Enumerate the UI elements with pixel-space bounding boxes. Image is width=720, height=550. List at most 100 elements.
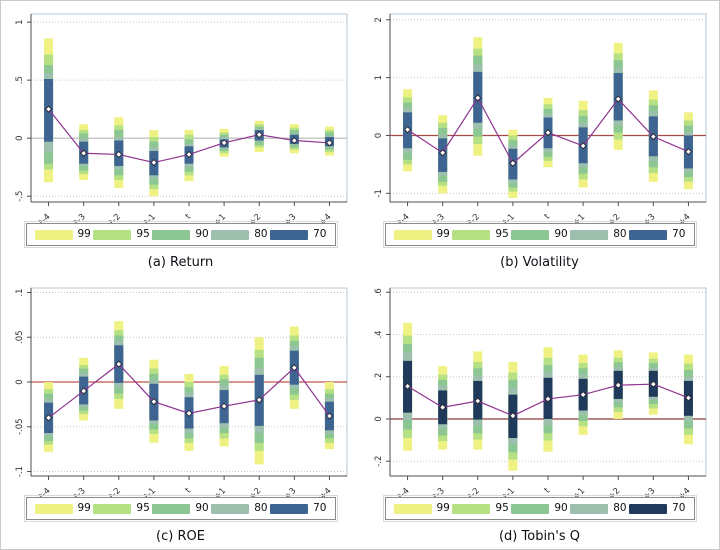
point-marker: [255, 130, 263, 139]
x-tick-label: t-1: [143, 212, 158, 223]
legend-volatility: 99 95 90 80 70: [382, 221, 697, 248]
legend-item-70: 70: [270, 502, 327, 515]
legend-swatch-90: [152, 503, 191, 514]
legend-item-95: 95: [93, 503, 150, 514]
legend-swatch-90: [511, 503, 550, 514]
x-tick-label: t+1: [210, 486, 228, 497]
x-tick-label: t: [543, 486, 553, 496]
legend-item-80: 80: [211, 502, 268, 515]
legend-swatch-90: [511, 229, 550, 240]
x-tick-label: t+2: [604, 212, 622, 223]
point-marker: [79, 387, 88, 395]
point-marker: [290, 136, 299, 145]
point-marker: [509, 159, 517, 167]
legend-label: 80: [254, 228, 268, 241]
point-marker: [325, 139, 334, 147]
y-tick-label: -.1: [15, 466, 25, 477]
point-marker: [44, 105, 53, 113]
legend-label: 80: [254, 502, 268, 515]
point-marker: [325, 412, 334, 420]
legend-item-90: 90: [152, 228, 209, 241]
x-tick-label: t-2: [107, 486, 122, 497]
x-tick-label: t+4: [315, 212, 333, 223]
point-marker: [220, 402, 228, 410]
legend-swatch-70: [629, 503, 668, 514]
y-tick-label: 1: [15, 19, 25, 24]
legend-label: 70: [313, 228, 327, 241]
chart-volatility: 2 1 0 -1 t-4 t-3 t-2 t-1 t t+1 t+2 t+3 t+4: [374, 13, 707, 223]
point-marker: [255, 396, 263, 404]
chart-roe: .1 .05 0 -.05 -.1 t-4 t-3 t-2 t-1 t t+1 t+2 t+3 t+4: [15, 287, 348, 497]
y-tick-label: -.05: [15, 418, 25, 435]
y-tick-label: 0: [15, 135, 25, 140]
x-tick-label: t-3: [72, 486, 87, 497]
point-marker: [150, 158, 158, 167]
legend-label: 90: [195, 228, 209, 241]
point-marker: [649, 132, 658, 141]
x-tick-label: t-3: [431, 486, 446, 497]
legend-label: 70: [672, 502, 686, 515]
x-tick-label: t: [543, 212, 553, 222]
x-tick-label: t-4: [37, 486, 52, 497]
point-marker: [579, 390, 587, 399]
y-tick-label: .6: [374, 288, 384, 296]
point-marker: [544, 395, 552, 403]
point-marker: [614, 381, 622, 389]
legend-tobins-q: 99 95 90 80 70: [382, 495, 697, 522]
legend-swatch-95: [93, 229, 132, 240]
legend-label: 99: [77, 228, 91, 241]
x-tick-label: t+1: [569, 212, 587, 223]
caption-volatility: (b) Volatility: [500, 255, 579, 270]
legend-item-95: 95: [93, 229, 150, 240]
chart-return: 1 .5 0 -.5 t-4 t-3 t-2 t-1 t t+1 t+2 t+3 t+4: [15, 13, 348, 223]
point-marker: [44, 414, 53, 422]
y-tick-label: -.2: [374, 456, 384, 467]
legend-label: 70: [313, 502, 327, 515]
point-marker: [290, 363, 299, 372]
point-marker: [185, 409, 193, 418]
legend-item-80: 80: [570, 229, 627, 240]
legend-label: 80: [613, 502, 627, 515]
legend-item-90: 90: [511, 503, 568, 514]
y-tick-label: -.5: [15, 191, 25, 202]
x-tick-label: t-1: [502, 212, 517, 223]
x-tick-label: t+4: [674, 212, 692, 223]
legend-swatch-80: [570, 503, 609, 514]
point-marker: [185, 150, 193, 159]
point-marker: [474, 94, 482, 102]
point-marker: [115, 150, 123, 159]
caption-roe: (c) ROE: [156, 529, 205, 544]
legend-label: 95: [495, 502, 509, 515]
x-tick-label: t+2: [604, 486, 622, 497]
legend-swatch-70: [270, 503, 309, 514]
point-marker: [614, 95, 622, 103]
legend-swatch-90: [152, 229, 191, 240]
legend-swatch-99: [393, 229, 432, 240]
x-tick-label: t-3: [431, 212, 446, 223]
x-tick-label: t+3: [280, 486, 298, 497]
point-marker: [79, 149, 88, 157]
caption-tobins-q: (d) Tobin's Q: [498, 529, 581, 544]
point-marker: [684, 147, 693, 156]
panel-return: 1 .5 0 -.5 t-4 t-3 t-2 t-1 t t+1 t+2 t+3 t+4 99 95 90 8…: [1, 1, 360, 275]
y-tick-label: 2: [374, 17, 384, 22]
x-tick-label: t+3: [639, 486, 657, 497]
point-marker: [474, 397, 482, 405]
x-tick-label: t-2: [466, 486, 481, 497]
x-tick-label: t-2: [466, 212, 481, 223]
legend-swatch-80: [211, 229, 250, 240]
x-tick-label: t+4: [315, 486, 333, 497]
legend-item-80: 80: [211, 228, 268, 241]
x-tick-label: t+3: [280, 212, 298, 223]
legend-item-80: 80: [570, 502, 627, 515]
y-tick-label: 0: [374, 133, 384, 138]
legend-swatch-70: [270, 229, 309, 240]
point-marker: [403, 125, 412, 134]
legend-item-95: 95: [452, 502, 509, 515]
legend-label: 95: [495, 228, 509, 241]
legend-item-90: 90: [152, 503, 209, 514]
y-tick-label: .1: [15, 288, 25, 296]
y-tick-label: .4: [374, 330, 384, 338]
y-tick-label: 0: [374, 416, 384, 421]
point-marker: [509, 412, 517, 420]
